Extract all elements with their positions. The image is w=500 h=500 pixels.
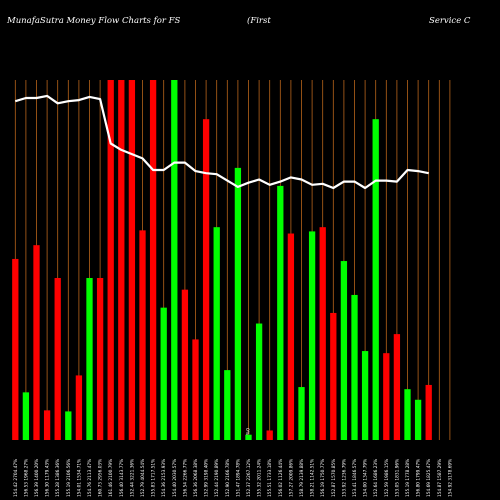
x-tick-label: 157.27 2009.86% — [288, 459, 294, 497]
money-flow-bar — [340, 261, 348, 440]
money-flow-bar — [277, 185, 284, 440]
x-tick-label: 161.46 2100.79% — [108, 459, 114, 497]
money-flow-bar — [298, 387, 305, 440]
money-flow-bar — [266, 430, 273, 440]
money-flow-bar — [75, 375, 83, 440]
zero-line-label: 0% — [244, 428, 250, 436]
x-tick-labels: 154.42 2704.47% 156.53 1968.27% 156.39 140… — [13, 459, 454, 497]
money-flow-bar — [213, 227, 220, 440]
x-tick-label: 155.83 1717.51% — [151, 459, 157, 497]
x-tick-label: 151.47 1894.78% — [235, 459, 241, 497]
money-flow-bar — [372, 119, 379, 441]
x-tick-label: 156.30 1179.43% — [45, 459, 51, 497]
money-flow-bar — [330, 312, 337, 440]
x-tick-label: 155.32 2011.24% — [257, 459, 263, 497]
x-tick-label: 154.42 2704.47% — [13, 459, 19, 497]
money-flow-bar — [54, 278, 61, 440]
money-flow-bar — [224, 370, 231, 440]
money-flow-bar — [234, 167, 242, 440]
x-tick-label: 158.79 2139.88% — [299, 459, 305, 497]
x-tick-label: 156.39 1400.20% — [34, 459, 40, 497]
money-flow-bar — [43, 410, 51, 440]
money-flow-bar — [404, 389, 411, 440]
x-tick-label: 154.69 1825.47% — [426, 459, 432, 497]
x-tick-label: 155.19 1778.28% — [405, 459, 411, 497]
x-tick-label: 156.54 2266.77% — [182, 459, 188, 497]
money-flow-bar — [425, 384, 432, 440]
chart-title-mid: (First — [247, 15, 271, 26]
money-flow-bar — [107, 80, 114, 440]
x-tick-label: 153.05 1831.96% — [394, 459, 400, 497]
x-tick-label: 154.92 3178.69% — [447, 459, 453, 497]
x-tick-label: 158.21 1142.51% — [310, 459, 316, 497]
x-tick-label: 156.36 2068.38% — [193, 459, 199, 497]
chart-title-right: Service C — [429, 16, 471, 26]
money-flow-bar — [181, 289, 189, 440]
x-tick-label: 152.79 4044.54% — [140, 459, 146, 497]
money-flow-bar — [319, 227, 326, 440]
money-flow-bar — [192, 339, 199, 440]
x-tick-label: 152.37 2267.12% — [246, 459, 252, 497]
x-tick-label: 152.90 2166.78% — [225, 459, 231, 497]
money-flow-bar — [65, 411, 72, 440]
x-tick-label: 154.76 2113.47% — [87, 459, 93, 497]
x-tick-label: 152.59 1986.15% — [384, 459, 390, 497]
x-tick-label: 152.87 1570.85% — [331, 459, 337, 497]
x-tick-label: 156.02 1126.44% — [278, 459, 284, 497]
money-flow-bar — [160, 307, 167, 440]
money-flow-bar — [361, 351, 369, 440]
money-flow-bar — [86, 278, 93, 440]
money-flow-bar — [308, 231, 316, 440]
x-tick-label: 154.01 1534.71% — [76, 459, 82, 497]
x-tick-label: 152.44 2190.89% — [214, 459, 220, 497]
x-tick-label: 156.53 1968.27% — [23, 459, 29, 497]
bars — [12, 80, 432, 441]
x-tick-label: 153.41 1846.57% — [352, 459, 358, 497]
x-tick-label: 152.64 1686.23% — [373, 459, 379, 497]
money-flow-bar — [351, 294, 358, 440]
money-flow-bar — [22, 392, 30, 440]
chart-title-left: MunafaSutra Money Flow Charts for FS — [6, 16, 181, 26]
x-tick-label: 154.40 2030.57% — [172, 459, 178, 497]
money-flow-bar — [171, 80, 178, 440]
money-flow-bar — [414, 399, 422, 440]
money-flow-bar — [202, 119, 210, 441]
x-tick-label: 155.19 2106.56% — [66, 459, 72, 497]
money-flow-bar — [128, 80, 136, 440]
x-tick-label: 153.92 1236.79% — [341, 459, 347, 497]
money-flow-bar — [287, 233, 295, 440]
x-tick-label: 152.99 3198.40% — [204, 459, 210, 497]
x-tick-label: 154.87 1587.29% — [437, 459, 443, 497]
money-flow-bar — [33, 245, 40, 440]
price-line — [14, 94, 429, 190]
x-tick-label: 154.00 1347.79% — [363, 459, 369, 497]
money-flow-bar — [149, 80, 157, 440]
money-flow-bar — [96, 278, 104, 440]
money-flow-bar — [139, 230, 146, 440]
x-tick-label: 156.19 1750.77% — [320, 459, 326, 497]
x-tick-label: 155.28 1386.36% — [55, 459, 61, 497]
money-flow-bar — [118, 80, 125, 440]
x-tick-label: 156.80 1799.47% — [416, 459, 422, 497]
x-tick-label: 152.44 3221.36% — [129, 459, 135, 497]
money-flow-bar — [255, 323, 263, 440]
money-flow-bar — [245, 434, 252, 440]
x-tick-label: 155.51 1733.18% — [267, 459, 273, 497]
money-flow-bar — [383, 353, 390, 440]
x-tick-label: 154.36 2153.93% — [161, 459, 167, 497]
money-flow-bar — [12, 258, 19, 440]
x-tick-label: 156.40 3143.77% — [119, 459, 125, 497]
x-tick-label: 160.73 2956.03% — [98, 459, 104, 497]
money-flow-bar — [393, 334, 401, 440]
